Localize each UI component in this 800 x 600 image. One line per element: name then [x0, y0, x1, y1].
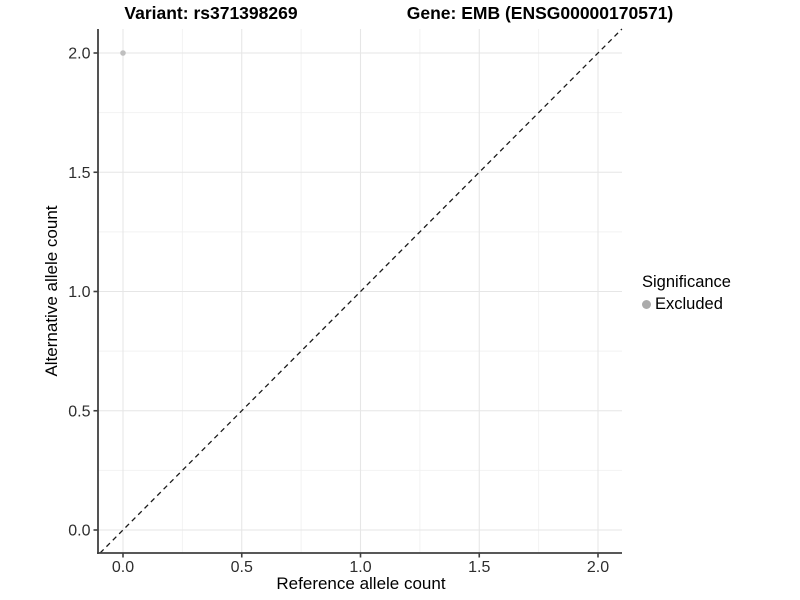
y-axis-title: Alternative allele count [42, 205, 61, 377]
x-tick-label: 0.5 [231, 559, 253, 576]
x-tick-label: 2.0 [587, 559, 609, 576]
y-tick-label: 1.0 [68, 284, 90, 301]
y-tick-label: 0.0 [68, 523, 90, 540]
y-tick-label: 1.5 [68, 165, 90, 182]
x-tick-label: 0.0 [112, 559, 134, 576]
y-tick-label: 2.0 [68, 46, 90, 63]
legend-title: Significance [642, 273, 731, 291]
legend-item-excluded: Excluded [642, 295, 731, 313]
legend-item-label: Excluded [655, 295, 723, 313]
y-tick-label: 0.5 [68, 403, 90, 420]
plot-title-variant: Variant: rs371398269 [124, 3, 298, 23]
data-point-excluded [120, 50, 126, 56]
x-axis-title: Reference allele count [276, 574, 446, 593]
x-tick-label: 1.5 [468, 559, 490, 576]
identity-reference-line [99, 28, 623, 554]
excluded-point-icon [642, 299, 651, 309]
plot-title-gene: Gene: EMB (ENSG00000170571) [406, 3, 674, 23]
legend: Significance Excluded [642, 272, 731, 313]
x-tick-label: 1.0 [349, 559, 371, 576]
